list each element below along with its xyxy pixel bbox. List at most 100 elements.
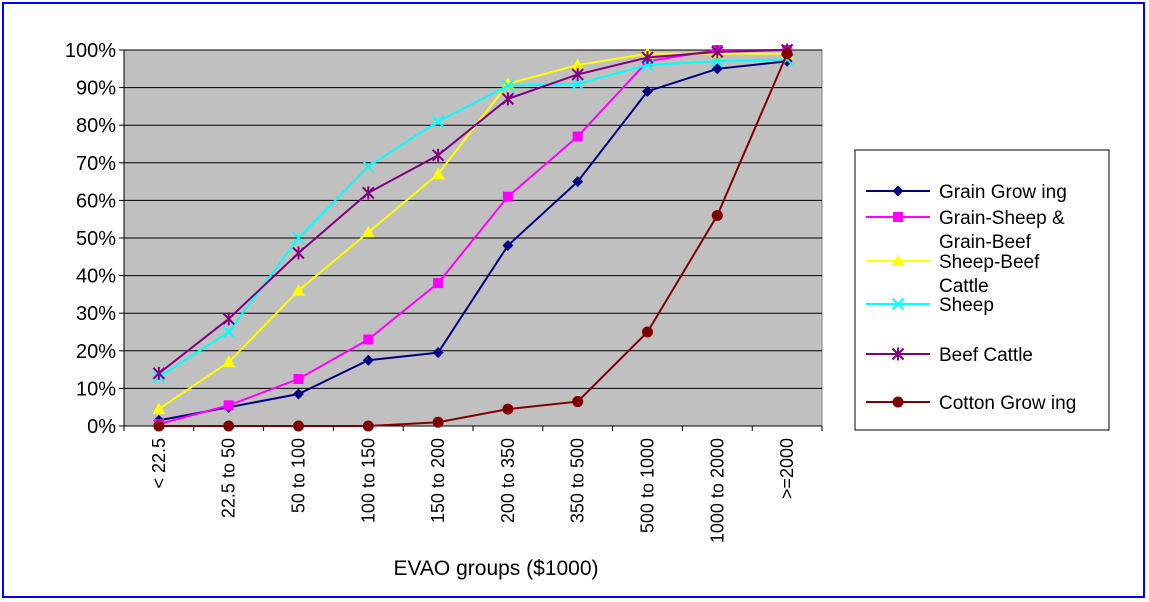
data-point	[431, 115, 445, 128]
legend-label: Cattle	[939, 276, 989, 297]
y-tick-label: 90%	[76, 78, 116, 100]
x-tick-label: 50 to 100	[289, 438, 309, 513]
series-layer	[152, 43, 794, 432]
data-point	[781, 48, 793, 60]
y-tick-label: 10%	[76, 378, 116, 400]
data-point	[362, 354, 374, 366]
data-point	[361, 225, 375, 238]
data-point	[502, 240, 514, 252]
data-point	[502, 403, 514, 415]
legend-item: Grain Grow ing	[866, 182, 1067, 203]
data-point	[893, 212, 903, 222]
y-tick-label: 50%	[76, 228, 116, 250]
y-tick-label: 40%	[76, 266, 116, 288]
data-point-stroke	[891, 297, 905, 311]
data-point	[572, 396, 584, 408]
x-tick-label: 350 to 500	[568, 438, 588, 523]
data-point	[891, 297, 905, 311]
data-point	[223, 400, 234, 411]
legend-label: Cotton Grow ing	[939, 393, 1076, 414]
data-point	[571, 67, 584, 81]
data-point	[363, 334, 374, 345]
x-tick-label: 100 to 150	[358, 438, 378, 523]
data-point	[433, 278, 444, 289]
data-point	[432, 416, 444, 428]
legend-label: Sheep-Beef	[939, 252, 1040, 273]
x-tick-label: 1000 to 2000	[707, 438, 727, 543]
data-point-stroke	[571, 77, 584, 91]
data-point	[362, 186, 375, 200]
data-point	[711, 209, 723, 221]
data-point	[292, 284, 305, 296]
legend-label: Grain-Sheep &	[939, 208, 1065, 229]
legend-item: Sheep-Beef Cattle	[866, 252, 1040, 297]
data-point	[293, 374, 304, 384]
data-point	[152, 366, 166, 380]
data-point	[431, 167, 445, 180]
y-tick-label: 60%	[76, 190, 116, 212]
series-line	[158, 49, 788, 375]
data-point	[571, 77, 584, 91]
data-point	[153, 420, 165, 432]
data-point	[222, 355, 236, 368]
y-tick-label: 20%	[76, 341, 116, 363]
data-point	[152, 402, 166, 415]
data-point	[501, 92, 515, 106]
data-point	[891, 254, 905, 266]
legend-label: Beef Cattle	[939, 345, 1033, 366]
legend-item: Grain-Sheep & Grain-Beef	[866, 208, 1065, 253]
series-line	[158, 60, 788, 422]
data-point-stroke	[711, 55, 724, 68]
x-tick-label: 500 to 1000	[638, 438, 658, 533]
series-5	[152, 43, 794, 380]
data-point	[641, 51, 654, 65]
data-point	[642, 326, 653, 338]
data-point-stroke	[362, 160, 375, 173]
data-point	[432, 347, 444, 359]
series-6	[153, 48, 793, 432]
data-point	[502, 191, 513, 202]
data-point-stroke	[501, 79, 515, 92]
y-tick-label: 80%	[76, 115, 116, 137]
data-point	[222, 325, 235, 339]
data-point	[711, 55, 724, 68]
legend-label: Grain-Beef	[939, 232, 1032, 253]
data-point	[892, 396, 904, 408]
data-point	[292, 246, 305, 260]
data-point	[293, 388, 304, 400]
series-line	[158, 53, 789, 427]
data-point	[572, 131, 583, 142]
x-tick-label: >=2000	[777, 438, 797, 499]
data-point	[572, 176, 584, 188]
data-point	[293, 420, 304, 432]
line-chart: 0% 10% 20% 30% 40% 50% 60% 70% 80% 90% 100% < 22.5 2…	[65, 40, 1110, 580]
data-point	[292, 231, 305, 245]
x-tick-label: 22.5 to 50	[219, 438, 239, 518]
data-point	[431, 148, 445, 162]
legend-item: Beef Cattle	[866, 345, 1033, 366]
data-point	[711, 63, 723, 75]
data-point	[891, 347, 905, 361]
data-point	[362, 160, 375, 173]
data-point	[501, 79, 515, 92]
data-point	[362, 420, 374, 432]
data-point-stroke	[431, 115, 445, 128]
x-axis-title: EVAO groups ($1000)	[393, 557, 598, 580]
data-point	[223, 420, 235, 432]
y-tick-label: 0%	[87, 416, 116, 438]
data-point	[892, 185, 904, 197]
data-point-stroke	[292, 231, 305, 245]
y-tick-label: 30%	[76, 303, 116, 325]
data-point	[222, 312, 235, 326]
legend-item: Cotton Grow ing	[866, 393, 1076, 414]
data-point	[711, 45, 724, 59]
legend-item: Sheep	[866, 295, 994, 316]
legend-label: Grain Grow ing	[939, 182, 1067, 203]
y-tick-label: 100%	[65, 40, 116, 62]
x-tick-label: 150 to 200	[428, 438, 448, 523]
data-point	[642, 85, 653, 97]
plot-area	[123, 49, 823, 427]
legend-box	[854, 149, 1110, 431]
